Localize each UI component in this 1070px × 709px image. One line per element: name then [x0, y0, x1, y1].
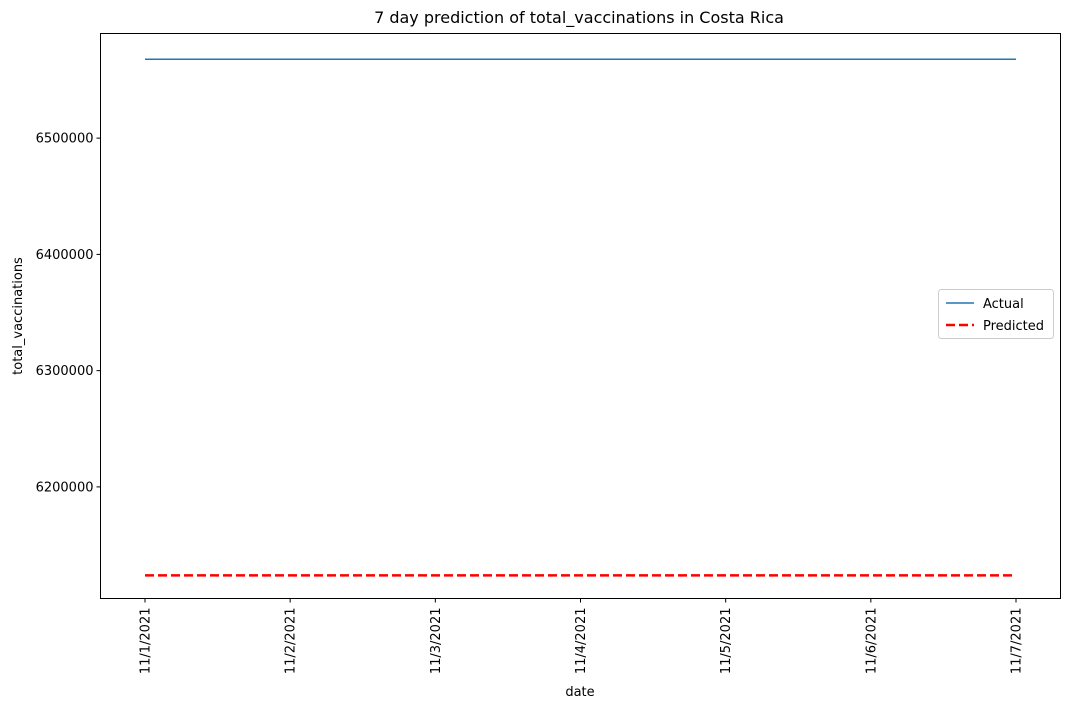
x-tick-label: 11/1/2021	[139, 608, 154, 675]
y-tick-label: 6500000	[36, 132, 94, 147]
y-axis-label: total_vaccinations	[11, 257, 26, 375]
legend-label-predicted: Predicted	[983, 319, 1044, 334]
x-axis-label: date	[565, 685, 594, 700]
series-layer	[145, 58, 1016, 577]
y-tick-label: 6400000	[36, 248, 94, 263]
legend: Actual Predicted	[938, 289, 1054, 339]
y-tick-label: 6200000	[36, 480, 94, 495]
y-axis-ticks: 6200000 6300000 6400000 6500000	[36, 132, 101, 495]
x-tick-label: 11/2/2021	[284, 608, 299, 675]
chart-title: 7 day prediction of total_vaccinations i…	[374, 8, 784, 28]
x-tick-label: 11/4/2021	[574, 608, 589, 675]
legend-label-actual: Actual	[983, 297, 1024, 312]
x-axis-ticks: 11/1/2021 11/2/2021 11/3/2021 11/4/2021 11/5…	[139, 598, 1025, 675]
y-tick-label: 6300000	[36, 364, 94, 379]
x-tick-label: 11/7/2021	[1010, 608, 1025, 675]
plot-area	[100, 33, 1061, 599]
x-tick-label: 11/5/2021	[719, 608, 734, 675]
x-tick-label: 11/6/2021	[864, 608, 879, 675]
x-tick-label: 11/3/2021	[429, 608, 444, 675]
